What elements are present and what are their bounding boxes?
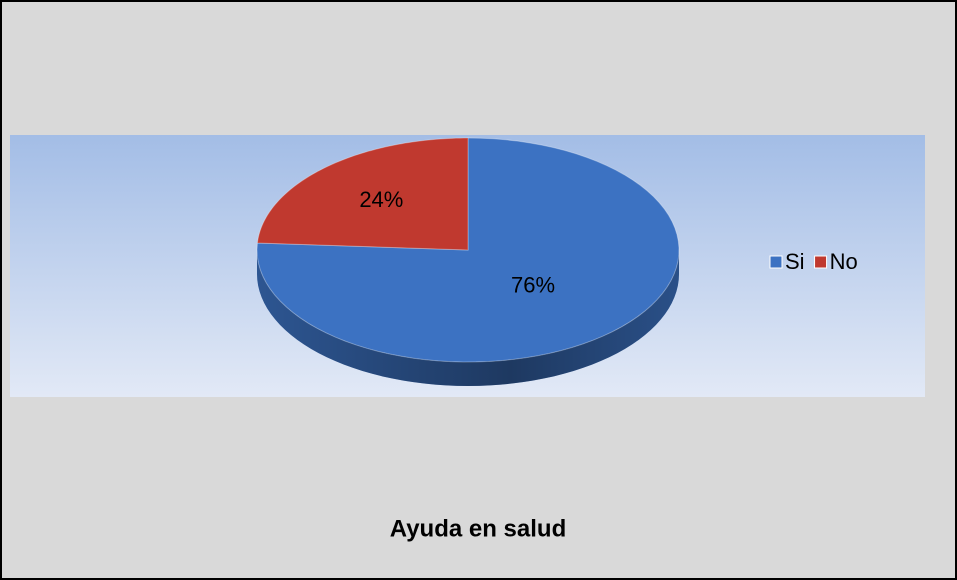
data-label: 76% xyxy=(511,273,555,298)
data-label: 24% xyxy=(359,187,403,212)
legend-swatch xyxy=(769,255,783,269)
legend-label: Si xyxy=(785,249,805,274)
legend-swatch xyxy=(814,255,828,269)
slice-side-shade xyxy=(257,250,679,386)
chart-title: Ayuda en salud xyxy=(390,515,566,542)
slice xyxy=(256,137,680,363)
slice xyxy=(256,137,469,251)
legend-label: No xyxy=(830,249,858,274)
